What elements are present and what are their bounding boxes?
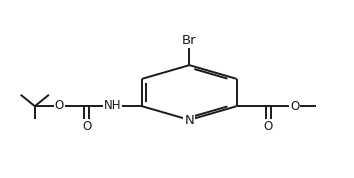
Text: O: O: [290, 100, 299, 113]
Text: O: O: [264, 120, 273, 133]
Text: O: O: [82, 120, 91, 133]
Text: N: N: [184, 114, 194, 127]
Text: NH: NH: [104, 99, 121, 112]
Text: O: O: [55, 99, 64, 112]
Text: Br: Br: [182, 34, 197, 47]
